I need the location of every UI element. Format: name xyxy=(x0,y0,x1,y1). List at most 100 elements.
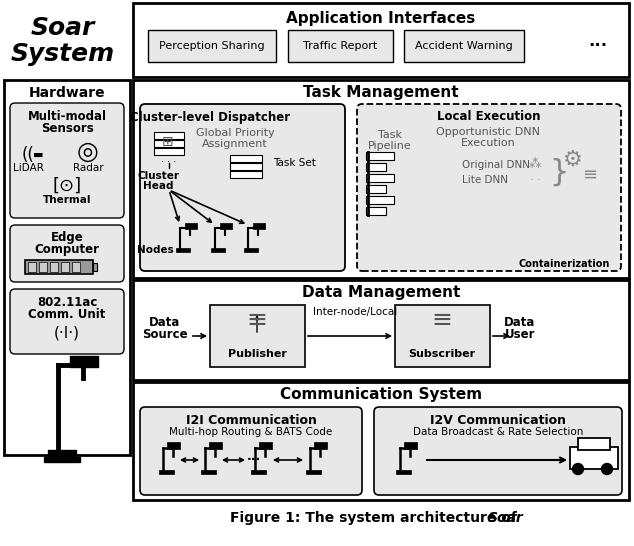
Bar xyxy=(366,152,394,160)
Text: Local Execution: Local Execution xyxy=(437,110,541,123)
Bar xyxy=(314,442,327,449)
Text: Hardware: Hardware xyxy=(29,86,105,100)
Text: Radar: Radar xyxy=(73,163,103,173)
Bar xyxy=(167,442,180,449)
Bar xyxy=(154,132,184,139)
FancyBboxPatch shape xyxy=(357,104,621,271)
Bar xyxy=(230,163,262,170)
Text: Accident Warning: Accident Warning xyxy=(415,41,513,51)
Bar xyxy=(251,470,266,474)
FancyBboxPatch shape xyxy=(10,225,124,282)
Text: I2V Communication: I2V Communication xyxy=(430,413,566,426)
Bar xyxy=(259,442,272,449)
Bar xyxy=(404,30,524,62)
Bar xyxy=(210,305,305,367)
Text: ≡: ≡ xyxy=(432,308,453,332)
Text: Global Priority: Global Priority xyxy=(196,128,275,138)
Text: Perception Sharing: Perception Sharing xyxy=(159,41,265,51)
Text: Subscriber: Subscriber xyxy=(408,349,476,359)
Text: Soar: Soar xyxy=(31,16,95,40)
Bar xyxy=(220,223,232,229)
Bar xyxy=(28,262,36,272)
Circle shape xyxy=(602,464,612,474)
Bar xyxy=(148,30,276,62)
Bar xyxy=(61,262,69,272)
Text: Sensors: Sensors xyxy=(41,122,93,134)
Text: Opportunistic DNN: Opportunistic DNN xyxy=(436,127,540,137)
Bar xyxy=(44,457,80,462)
Bar xyxy=(48,450,76,457)
Bar xyxy=(404,442,417,449)
Text: ▬: ▬ xyxy=(33,150,43,160)
Text: Edge: Edge xyxy=(51,232,84,245)
Bar xyxy=(70,356,98,367)
Text: }: } xyxy=(549,157,569,187)
Text: Original DNN: Original DNN xyxy=(462,160,530,170)
Bar xyxy=(39,262,47,272)
Bar xyxy=(570,447,618,469)
Text: ···: ··· xyxy=(247,454,261,466)
FancyBboxPatch shape xyxy=(140,104,345,271)
Bar xyxy=(154,148,184,155)
Bar xyxy=(230,171,262,178)
Bar xyxy=(93,263,97,271)
Text: Comm. Unit: Comm. Unit xyxy=(29,308,106,322)
Bar xyxy=(578,438,610,450)
Text: 802.11ac: 802.11ac xyxy=(37,296,97,310)
Text: Pipeline: Pipeline xyxy=(368,141,412,151)
Text: Figure 1: The system architecture of: Figure 1: The system architecture of xyxy=(230,511,517,525)
Text: Publisher: Publisher xyxy=(228,349,287,359)
Bar xyxy=(230,155,262,162)
Text: [⊙]: [⊙] xyxy=(53,177,82,195)
Bar xyxy=(306,470,321,474)
Text: Communication System: Communication System xyxy=(280,388,482,402)
Text: ⚙: ⚙ xyxy=(563,150,583,170)
Bar xyxy=(396,470,411,474)
Text: Data: Data xyxy=(504,317,536,329)
Text: ≡: ≡ xyxy=(247,308,268,332)
Bar xyxy=(133,280,629,380)
Bar xyxy=(366,185,386,193)
Text: User: User xyxy=(505,328,535,341)
Text: Computer: Computer xyxy=(34,244,100,257)
Bar xyxy=(133,80,629,278)
Text: Nodes: Nodes xyxy=(136,245,173,255)
Text: Execution: Execution xyxy=(461,138,515,148)
Text: Task Set: Task Set xyxy=(273,158,316,168)
Text: Application Interfaces: Application Interfaces xyxy=(287,10,476,26)
Text: Inter-node/Local: Inter-node/Local xyxy=(313,307,397,317)
Text: Data Management: Data Management xyxy=(302,286,460,300)
Text: Thermal: Thermal xyxy=(42,195,91,205)
Bar xyxy=(366,207,386,215)
Text: Source: Source xyxy=(142,328,188,341)
Bar xyxy=(185,223,197,229)
Bar xyxy=(253,223,265,229)
Bar xyxy=(25,260,93,274)
Text: Multi-hop Routing & BATS Code: Multi-hop Routing & BATS Code xyxy=(169,427,333,437)
Text: LiDAR: LiDAR xyxy=(13,163,44,173)
Text: Soar: Soar xyxy=(488,511,524,525)
Bar xyxy=(244,248,258,252)
Bar xyxy=(209,442,222,449)
Text: ⊞: ⊞ xyxy=(162,135,174,149)
Text: I2I Communication: I2I Communication xyxy=(186,413,316,426)
Bar xyxy=(4,80,130,455)
Bar xyxy=(288,30,393,62)
Bar xyxy=(201,470,216,474)
Text: · · ·: · · · xyxy=(162,157,177,167)
Bar xyxy=(159,470,174,474)
Text: Traffic Report: Traffic Report xyxy=(303,41,377,51)
FancyBboxPatch shape xyxy=(374,407,622,495)
Bar xyxy=(211,248,225,252)
Text: Assignment: Assignment xyxy=(202,139,268,149)
Circle shape xyxy=(573,464,583,474)
Text: Task Management: Task Management xyxy=(303,86,459,100)
Text: Task: Task xyxy=(378,130,402,140)
Text: Lite DNN: Lite DNN xyxy=(462,175,508,185)
Text: Data: Data xyxy=(150,317,181,329)
Bar xyxy=(154,140,184,147)
FancyBboxPatch shape xyxy=(140,407,362,495)
Text: ((: (( xyxy=(22,146,34,164)
Text: Head: Head xyxy=(143,181,173,191)
Bar xyxy=(133,382,629,500)
